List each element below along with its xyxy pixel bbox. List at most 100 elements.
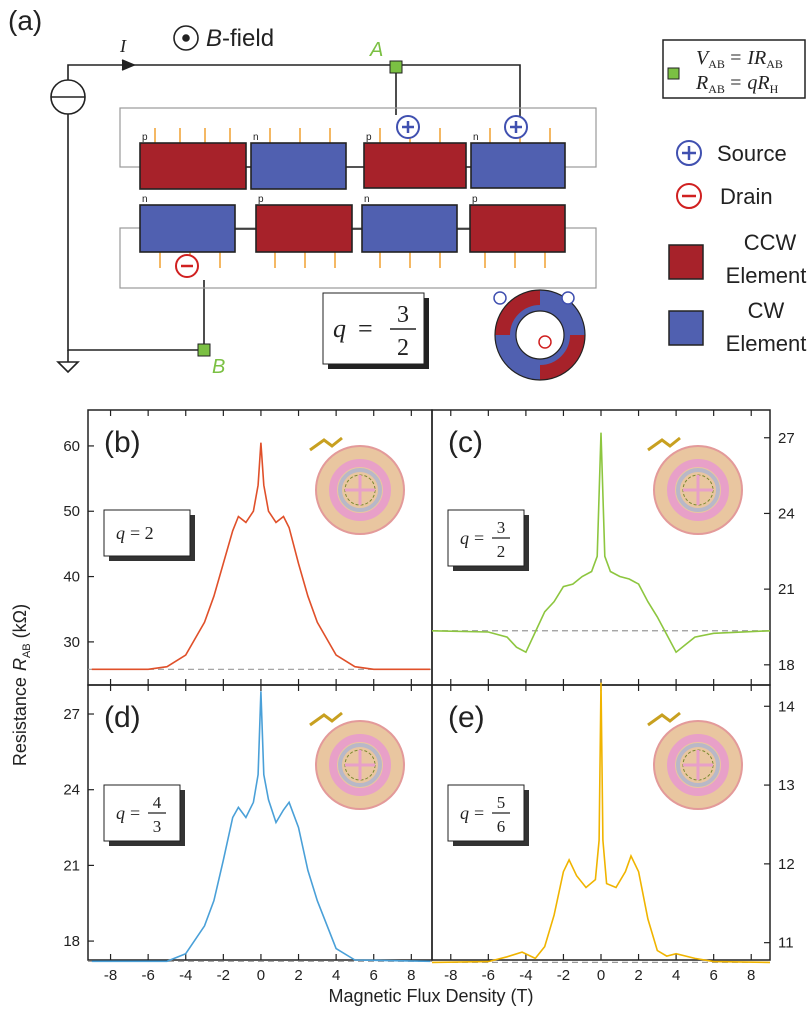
y-tick-label: 21 bbox=[63, 857, 80, 874]
q-numerator: 3 bbox=[397, 302, 409, 328]
data-line bbox=[91, 442, 431, 671]
x-tick-label: 2 bbox=[294, 967, 302, 984]
formula-lhs: V bbox=[696, 47, 711, 69]
x-tick-label: 6 bbox=[709, 967, 717, 984]
drain-contact bbox=[175, 254, 199, 278]
ring-device bbox=[493, 289, 586, 381]
legend: Source Drain CCW Element CW Element bbox=[668, 140, 807, 356]
y-tick-label: 24 bbox=[778, 505, 795, 522]
q-symbol: q bbox=[333, 314, 346, 343]
x-tick-label: -6 bbox=[482, 967, 495, 984]
inset-cross bbox=[683, 475, 713, 505]
formula-sub: AB bbox=[766, 57, 783, 71]
q-numerator: 5 bbox=[497, 793, 506, 812]
node-b bbox=[197, 343, 211, 357]
q-box bbox=[447, 784, 525, 842]
x-tick-label: 0 bbox=[597, 967, 605, 984]
q-equals: = bbox=[358, 314, 373, 343]
y-tick-label: 27 bbox=[63, 706, 80, 723]
panel-label: (e) bbox=[448, 701, 485, 734]
legend-label: Element bbox=[726, 331, 807, 356]
y-label-text: Resistance bbox=[10, 677, 30, 766]
field-dot bbox=[182, 34, 190, 42]
x-tick-label: -8 bbox=[104, 967, 117, 984]
element-type: p bbox=[472, 194, 478, 205]
device-inset bbox=[647, 436, 743, 535]
y-tick-label: 21 bbox=[778, 581, 795, 598]
q-numerator: 3 bbox=[497, 518, 506, 537]
x-tick-label: -8 bbox=[444, 967, 457, 984]
inset-ring bbox=[676, 468, 720, 512]
q-equals: = bbox=[474, 803, 484, 823]
legend-label: Drain bbox=[720, 184, 773, 209]
x-tick-label: -2 bbox=[217, 967, 230, 984]
q-numerator: 4 bbox=[153, 793, 162, 812]
current-arrow bbox=[121, 59, 137, 71]
inset-ring bbox=[667, 734, 729, 796]
y-tick-label: 24 bbox=[63, 782, 80, 799]
wire bbox=[67, 114, 205, 351]
legend-label: Element bbox=[726, 263, 807, 288]
formula: RAB = qRH bbox=[695, 72, 779, 96]
wire bbox=[67, 64, 521, 125]
element-types: p n p n n p n p bbox=[142, 132, 479, 205]
y-label-symbol: R bbox=[10, 658, 30, 671]
q-box bbox=[103, 784, 181, 842]
q-symbol: q bbox=[460, 803, 469, 823]
element-type: n bbox=[473, 132, 479, 143]
field-text: -field bbox=[222, 25, 274, 52]
inset-logo bbox=[309, 436, 343, 452]
inset-ring bbox=[338, 468, 382, 512]
formula-rhs: = IR bbox=[729, 47, 766, 69]
y-tick-label: 50 bbox=[63, 503, 80, 520]
x-tick-label: 4 bbox=[332, 967, 340, 984]
y-tick-label: 11 bbox=[778, 935, 794, 952]
ccw-element bbox=[469, 204, 566, 253]
formula-sub: H bbox=[770, 82, 779, 96]
y-tick-label: 60 bbox=[63, 438, 80, 455]
inset-ring bbox=[667, 459, 729, 521]
ground bbox=[56, 350, 80, 374]
inset-ring bbox=[329, 459, 391, 521]
current-label: I bbox=[119, 36, 127, 56]
element-type: p bbox=[366, 132, 372, 143]
source-contact bbox=[504, 115, 528, 139]
inset-logo bbox=[647, 436, 681, 452]
substrate-outline bbox=[119, 227, 597, 289]
inset-cross bbox=[345, 475, 375, 505]
y-tick-label: 18 bbox=[778, 657, 795, 674]
x-tick-label: 2 bbox=[634, 967, 642, 984]
element-type: n bbox=[364, 194, 370, 205]
node-a-label: A bbox=[369, 39, 383, 61]
q-equals: = bbox=[130, 803, 140, 823]
x-tick-label: 4 bbox=[672, 967, 680, 984]
q-box bbox=[103, 509, 191, 557]
ccw-element bbox=[139, 142, 247, 190]
element-type: p bbox=[258, 194, 264, 205]
panel-label: (a) bbox=[8, 5, 42, 36]
y-tick-label: 40 bbox=[63, 569, 80, 586]
y-tick-label: 27 bbox=[778, 430, 795, 447]
element-type: n bbox=[253, 132, 259, 143]
inset-ring bbox=[329, 734, 391, 796]
y-tick-label: 14 bbox=[778, 698, 795, 715]
field-symbol-text: B bbox=[206, 25, 222, 52]
panel-label: (d) bbox=[104, 701, 141, 734]
data-line bbox=[91, 691, 431, 963]
inset-logo bbox=[647, 711, 681, 727]
q-equals: = bbox=[474, 528, 484, 548]
panel-label: (c) bbox=[448, 426, 483, 459]
data-line bbox=[431, 682, 771, 964]
x-tick-label: -4 bbox=[179, 967, 192, 984]
chart-panel: 18 21 24 27 (c) q = 3 2 bbox=[431, 409, 795, 686]
chart-panel: -8 -6 -4 -2 0 2 4 6 8 11 12 13 14 (e) q = 5 6 bbox=[431, 682, 795, 984]
node-icon bbox=[667, 67, 680, 80]
interconnects bbox=[235, 166, 471, 230]
legend-label: Source bbox=[717, 141, 787, 166]
element-type: p bbox=[142, 132, 148, 143]
formula-sub: AB bbox=[708, 82, 725, 96]
y-tick-label: 12 bbox=[778, 856, 795, 873]
inset-logo bbox=[309, 711, 343, 727]
y-label-unit: (kΩ) bbox=[10, 604, 30, 638]
y-tick-label: 18 bbox=[63, 933, 80, 950]
